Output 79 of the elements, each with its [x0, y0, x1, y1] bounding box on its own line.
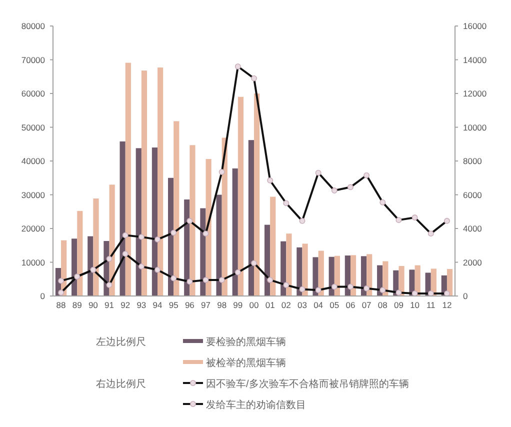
- bar: [77, 210, 83, 296]
- y2-tick-label: 4000: [463, 224, 482, 234]
- x-tick-label: 10: [410, 300, 420, 310]
- y-tick-label: 0: [40, 291, 46, 301]
- bar: [184, 199, 190, 296]
- bar: [312, 257, 318, 296]
- x-tick-label: 00: [249, 300, 259, 310]
- x-tick-label: 98: [217, 300, 227, 310]
- x-tick-label: 91: [104, 300, 114, 310]
- legend-item: 因不验车/多次验车不合格而被吊销牌照的车辆: [183, 379, 409, 390]
- bar: [280, 241, 286, 296]
- bar: [120, 141, 126, 296]
- bar: [88, 236, 94, 296]
- bar: [200, 208, 206, 296]
- y2-tick-label: 14000: [463, 54, 487, 65]
- x-tick-label: 07: [362, 300, 372, 310]
- x-tick-label: 09: [394, 300, 404, 310]
- x-tick-label: 95: [168, 300, 179, 310]
- bar: [238, 96, 244, 296]
- bar: [158, 68, 164, 296]
- x-tick-label: 02: [281, 300, 292, 310]
- bar: [125, 62, 131, 296]
- y2-tick-label: 12000: [463, 88, 487, 98]
- bar: [216, 194, 222, 296]
- legend-label: 要检验的黑烟车辆: [206, 336, 286, 348]
- y-tick-label: 20000: [21, 224, 46, 234]
- legend-item: 要检验的黑烟车辆: [183, 337, 286, 348]
- x-tick-label: 11: [426, 300, 436, 310]
- annotation: 左边比例尺: [96, 337, 146, 348]
- legend-label: 被检举的黑烟车辆: [206, 357, 286, 369]
- y2-tick-label: 10000: [463, 122, 487, 132]
- bar: [248, 140, 254, 296]
- bar: [141, 70, 148, 296]
- bar: [168, 178, 174, 296]
- annotation: 右边比例尺: [96, 379, 146, 390]
- y-tick-label: 80000: [21, 21, 46, 31]
- bar: [270, 196, 276, 296]
- legend-label: 因不验车/多次验车不合格而被吊销牌照的车辆: [206, 378, 409, 390]
- y2-tick-label: 0: [463, 291, 468, 301]
- x-tick-label: 01: [265, 300, 276, 310]
- bar: [264, 224, 270, 296]
- legend-item: 发给车主的劝谕信数目: [183, 400, 306, 411]
- x-tick-label: 06: [346, 300, 356, 310]
- x-tick-label: 04: [314, 300, 324, 310]
- x-tick-label: 90: [88, 300, 98, 310]
- y-tick-label: 40000: [21, 156, 46, 166]
- x-tick-label: 03: [298, 300, 308, 310]
- x-tick-label: 99: [233, 300, 243, 310]
- bar: [296, 247, 302, 296]
- y-tick-label: 70000: [21, 54, 46, 65]
- x-tick-label: 05: [330, 300, 340, 310]
- bar: [152, 148, 158, 296]
- x-tick-label: 92: [120, 300, 130, 310]
- bar: [254, 94, 260, 296]
- x-tick-label: 89: [72, 300, 82, 310]
- y2-tick-label: 2000: [463, 257, 482, 268]
- bar: [190, 145, 196, 296]
- y-tick-label: 50000: [21, 122, 46, 132]
- y2-tick-label: 16000: [463, 21, 487, 31]
- legend-item: 被检举的黑烟车辆: [183, 358, 286, 369]
- y2-tick-label: 6000: [463, 190, 482, 200]
- bar: [174, 121, 180, 296]
- bar: [232, 168, 238, 296]
- bar: [93, 198, 99, 296]
- y-tick-label: 30000: [21, 190, 46, 200]
- x-tick-label: 93: [136, 300, 146, 310]
- x-tick-label: 88: [56, 300, 66, 310]
- bar: [286, 234, 292, 296]
- legend-label: 发给车主的劝谕信数目: [206, 399, 306, 411]
- x-tick-label: 96: [184, 300, 195, 310]
- x-tick-label: 94: [152, 300, 163, 310]
- x-tick-label: 12: [442, 300, 452, 310]
- x-tick-label: 08: [378, 300, 388, 310]
- y-tick-label: 60000: [21, 88, 46, 98]
- x-tick-label: 97: [201, 300, 211, 310]
- bar: [136, 148, 142, 296]
- bar: [302, 244, 308, 296]
- y2-tick-label: 8000: [463, 156, 482, 166]
- y-tick-label: 10000: [21, 257, 46, 268]
